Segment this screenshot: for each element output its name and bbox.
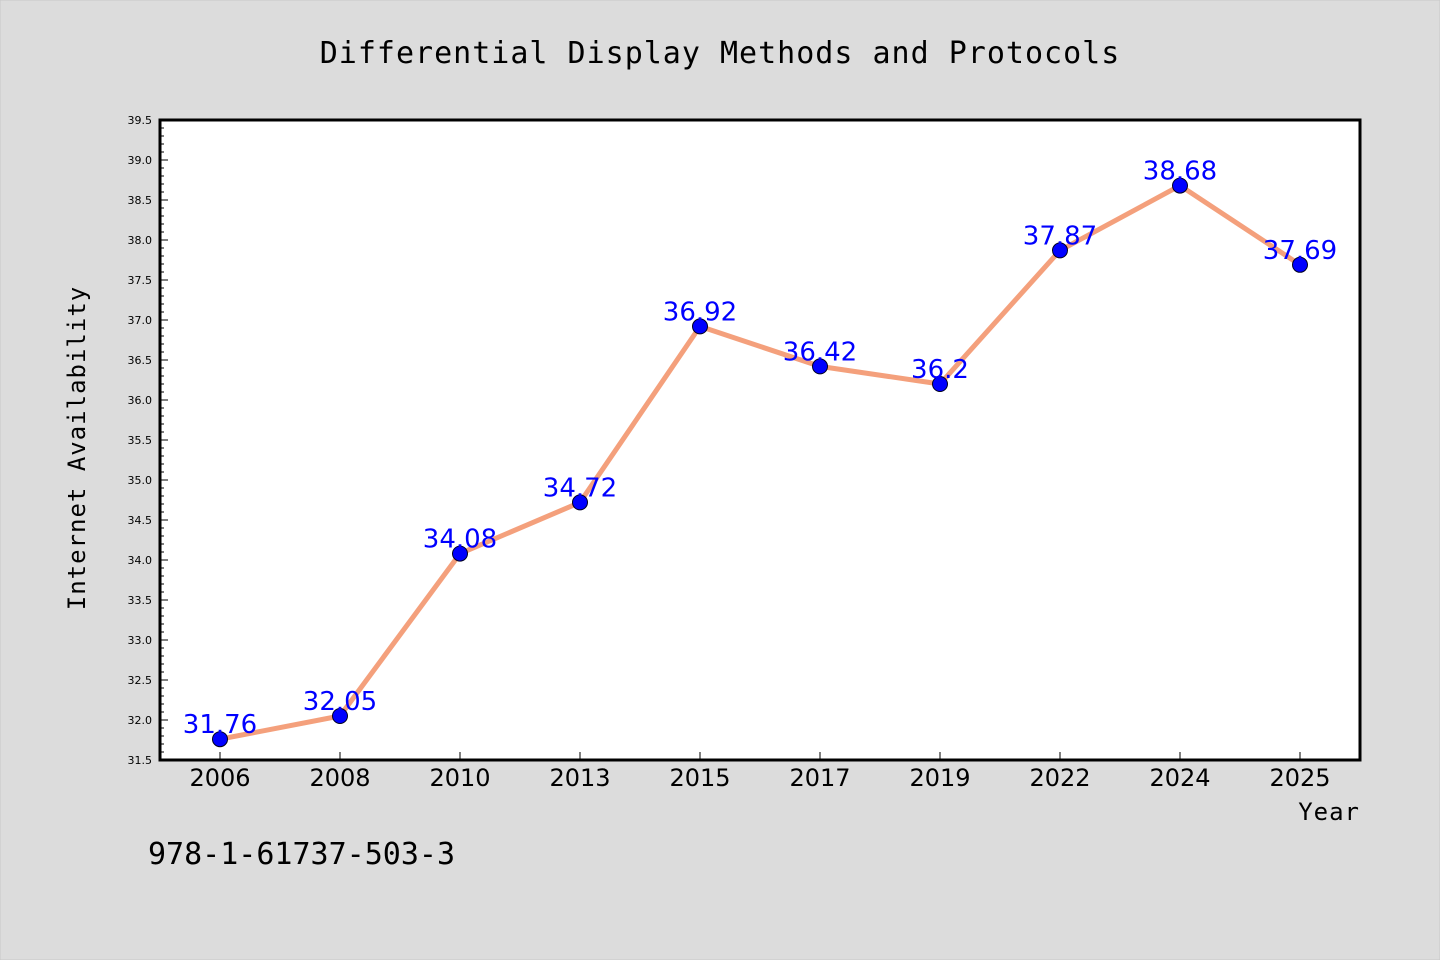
- data-point: [1292, 256, 1308, 273]
- x-tick-label: 2006: [189, 764, 250, 792]
- data-point: [692, 318, 708, 335]
- y-axis-ticks: 31.5 32.0 32.5 33.0 33.5 34.0 34.5 35.0 35.5 36.0…: [128, 114, 168, 767]
- x-axis-label: Year: [1298, 798, 1360, 826]
- data-label: 37.69: [1263, 236, 1337, 266]
- data-label: 34.72: [543, 473, 617, 503]
- plot-area: [158, 118, 1362, 762]
- y-tick-label: 38.5: [128, 194, 153, 207]
- y-tick-label: 33.5: [128, 594, 153, 607]
- y-tick-label: 39.0: [128, 154, 153, 167]
- series-markers: [212, 177, 1308, 748]
- y-tick-label: 34.0: [128, 554, 153, 567]
- x-tick-label: 2025: [1269, 764, 1330, 792]
- isbn-text: 978-1-61737-503-3: [148, 837, 455, 872]
- x-tick-label: 2010: [429, 764, 490, 792]
- y-tick-label: 39.5: [128, 114, 153, 127]
- x-tick-label: 2015: [669, 764, 730, 792]
- y-tick-label: 37.5: [128, 274, 153, 287]
- y-tick-label: 35.0: [128, 474, 153, 487]
- data-point: [1172, 177, 1188, 194]
- x-tick-label: 2008: [309, 764, 370, 792]
- chart-title: Differential Display Methods and Protoco…: [320, 36, 1121, 71]
- data-point: [212, 731, 228, 748]
- y-axis-label: Internet Availability: [63, 286, 91, 610]
- x-tick-label: 2017: [789, 764, 850, 792]
- data-point: [452, 545, 468, 562]
- data-label: 31.76: [183, 710, 257, 740]
- y-tick-label: 33.0: [128, 634, 153, 647]
- data-point: [1052, 242, 1068, 259]
- y-tick-label: 36.0: [128, 394, 153, 407]
- series-line: [217, 183, 1303, 742]
- data-label: 36.92: [663, 297, 737, 327]
- x-tick-label: 2019: [909, 764, 970, 792]
- x-axis-ticks: 2006 2008 2010 2013 2015 2017 2019 2022 2024 2025: [189, 752, 1331, 792]
- x-tick-label: 2022: [1029, 764, 1090, 792]
- x-tick-label: 2024: [1149, 764, 1210, 792]
- data-point: [812, 358, 828, 375]
- data-point: [932, 376, 948, 392]
- y-tick-label: 34.5: [128, 514, 153, 527]
- data-point: [572, 494, 588, 511]
- data-label: 34.08: [423, 525, 497, 555]
- y-tick-label: 32.5: [128, 674, 153, 687]
- y-tick-label: 32.0: [128, 714, 153, 727]
- data-labels: 31.76 32.05 34.08 34.72 36.92 36.42 36.2 37.87 3…: [183, 157, 1337, 741]
- data-label: 37.87: [1023, 221, 1097, 251]
- y-tick-label: 35.5: [128, 434, 153, 447]
- data-label: 36.2: [911, 355, 969, 385]
- data-label: 36.42: [783, 337, 857, 367]
- data-label: 38.68: [1143, 157, 1217, 187]
- data-label: 32.05: [303, 687, 377, 717]
- y-tick-label: 36.5: [128, 354, 153, 367]
- x-tick-label: 2013: [549, 764, 610, 792]
- y-tick-label: 37.0: [128, 314, 153, 327]
- data-point: [332, 708, 348, 724]
- y-tick-label: 38.0: [128, 234, 153, 247]
- y-tick-label: 31.5: [128, 754, 153, 767]
